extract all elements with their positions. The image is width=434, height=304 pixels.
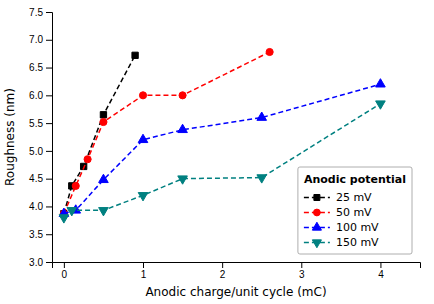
x-tick-label: 2 <box>220 269 226 280</box>
y-tick-label: 6.0 <box>29 90 43 101</box>
legend-item: 25 mV <box>304 191 372 204</box>
y-tick-mark <box>46 95 52 96</box>
y-tick-mark <box>46 179 52 180</box>
x-axis-line <box>53 263 421 269</box>
legend-item: 150 mV <box>304 236 379 249</box>
legend-title: Anodic potential <box>304 173 406 186</box>
series-marker <box>100 112 106 118</box>
x-tick-mark <box>380 262 381 268</box>
x-tick: 4 <box>378 262 384 280</box>
legend-swatch-marker <box>314 209 321 216</box>
y-tick-label: 7.5 <box>29 7 43 18</box>
series-marker <box>139 92 146 99</box>
y-tick-label: 3.0 <box>29 257 43 268</box>
y-tick: 4.5 <box>29 173 52 184</box>
legend: Anodic potential 25 mV 50 mV 100 mV 150 mV <box>298 167 412 254</box>
x-tick-mark <box>64 262 65 268</box>
series-marker <box>376 101 386 109</box>
x-tick-mark <box>143 262 144 268</box>
series-marker <box>138 134 148 142</box>
y-tick-mark <box>46 234 52 235</box>
y-tick: 3.0 <box>29 257 52 268</box>
y-tick-label: 4.0 <box>29 201 43 212</box>
y-tick-label: 5.5 <box>29 118 43 129</box>
y-tick-mark <box>46 68 52 69</box>
x-tick-label: 4 <box>378 269 384 280</box>
y-tick-label: 3.5 <box>29 229 43 240</box>
series-marker <box>257 175 267 183</box>
series-marker <box>72 182 79 189</box>
x-tick: 2 <box>220 262 226 280</box>
series-marker <box>99 208 109 216</box>
x-tick: 1 <box>141 262 147 280</box>
legend-label: 150 mV <box>336 236 379 249</box>
y-tick: 7.5 <box>29 7 52 18</box>
y-tick-mark <box>46 262 52 263</box>
y-tick-mark <box>46 12 52 13</box>
data <box>59 48 385 223</box>
y-tick-label: 6.5 <box>29 62 43 73</box>
y-tick: 6.0 <box>29 90 52 101</box>
y-tick: 5.0 <box>29 146 52 157</box>
series-marker <box>132 52 138 58</box>
series-marker <box>99 174 109 182</box>
legend-label: 25 mV <box>336 191 372 204</box>
series-marker <box>178 176 188 184</box>
x-axis-title: Anodic charge/unit cycle (mC) <box>145 285 326 299</box>
legend-label: 100 mV <box>336 221 379 234</box>
y-tick-mark <box>46 151 52 152</box>
series-marker <box>138 193 148 201</box>
series-marker <box>84 156 91 163</box>
y-tick-label: 7.0 <box>29 34 43 45</box>
x-tick-label: 0 <box>62 269 68 280</box>
y-tick: 5.5 <box>29 118 52 129</box>
series-marker <box>100 118 107 125</box>
legend-box <box>298 167 412 254</box>
legend-swatch-marker <box>312 240 321 248</box>
y-axis-line <box>46 13 53 263</box>
x-axis: 0 1 2 3 4 <box>53 262 421 280</box>
y-axis-title: Roughness (nm) <box>3 88 17 186</box>
series-marker <box>257 112 267 120</box>
x-tick-mark <box>301 262 302 268</box>
legend-swatch-marker <box>312 222 321 230</box>
plot-area: 0 1 2 3 4 3.0 3.5 4.0 4.5 5.0 5.5 6.0 6.5 7.0 7.5 Anodi… <box>29 7 420 280</box>
y-tick-mark <box>46 123 52 124</box>
y-tick-label: 5.0 <box>29 146 43 157</box>
series-marker <box>59 215 69 223</box>
legend-label: 50 mV <box>336 206 372 219</box>
series-marker <box>376 79 386 87</box>
legend-swatch-marker <box>314 195 320 201</box>
x-tick: 3 <box>299 262 305 280</box>
chart: 0 1 2 3 4 3.0 3.5 4.0 4.5 5.0 5.5 6.0 6.5 7.0 7.5 Anodi… <box>0 0 434 304</box>
y-tick: 7.0 <box>29 34 52 45</box>
x-tick: 0 <box>62 262 68 280</box>
series-marker <box>178 124 188 132</box>
x-tick-label: 1 <box>141 269 147 280</box>
y-tick-label: 4.5 <box>29 173 43 184</box>
series-marker <box>67 208 77 216</box>
y-tick: 4.0 <box>29 201 52 212</box>
series-marker <box>266 48 273 55</box>
legend-item: 50 mV <box>304 206 372 219</box>
x-tick-label: 3 <box>299 269 305 280</box>
x-tick-mark <box>222 262 223 268</box>
y-tick: 6.5 <box>29 62 52 73</box>
y-tick: 3.5 <box>29 229 52 240</box>
series-marker <box>179 92 186 99</box>
legend-item: 100 mV <box>304 221 379 234</box>
y-axis: 3.0 3.5 4.0 4.5 5.0 5.5 6.0 6.5 7.0 7.5 <box>29 7 52 268</box>
y-tick-mark <box>46 40 52 41</box>
y-tick-mark <box>46 206 52 207</box>
